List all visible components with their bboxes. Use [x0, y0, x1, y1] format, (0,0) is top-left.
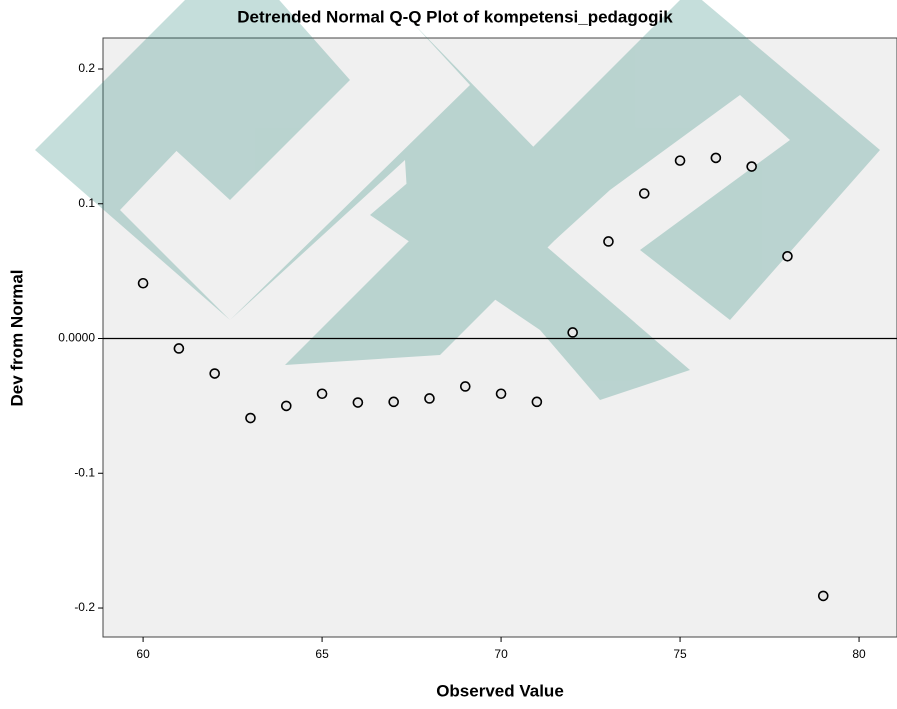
point [674, 155, 686, 166]
point [173, 343, 185, 354]
point [782, 251, 793, 262]
point [137, 277, 149, 289]
y-tick-label: 0.1 [78, 196, 95, 210]
point [567, 327, 578, 338]
chart-title: Detrended Normal Q-Q Plot of kompetensi_… [237, 7, 673, 26]
point [746, 161, 757, 172]
point [316, 388, 328, 400]
point [209, 368, 220, 379]
x-tick-label: 80 [852, 647, 866, 661]
point [424, 393, 435, 404]
x-tick-label: 70 [494, 647, 508, 661]
y-tick-label: 0.2 [78, 61, 95, 75]
y-axis-label: Dev from Normal [7, 270, 26, 407]
point [817, 590, 829, 602]
point [245, 412, 256, 424]
point [352, 397, 364, 408]
x-tick-label: 75 [673, 647, 687, 661]
x-axis-label: Observed Value [436, 681, 564, 700]
y-tick-label: -0.1 [74, 465, 95, 479]
point [495, 388, 507, 400]
y-tick-label: 0.0000 [58, 331, 95, 345]
x-tick-label: 65 [315, 647, 329, 661]
plot-area [102, 37, 897, 638]
point [710, 152, 722, 164]
point [531, 396, 543, 408]
point [638, 188, 650, 199]
point [388, 396, 399, 408]
point [459, 381, 471, 392]
point [280, 400, 292, 412]
point [603, 236, 614, 247]
y-tick-label: -0.2 [74, 600, 95, 614]
x-tick-label: 60 [136, 647, 150, 661]
